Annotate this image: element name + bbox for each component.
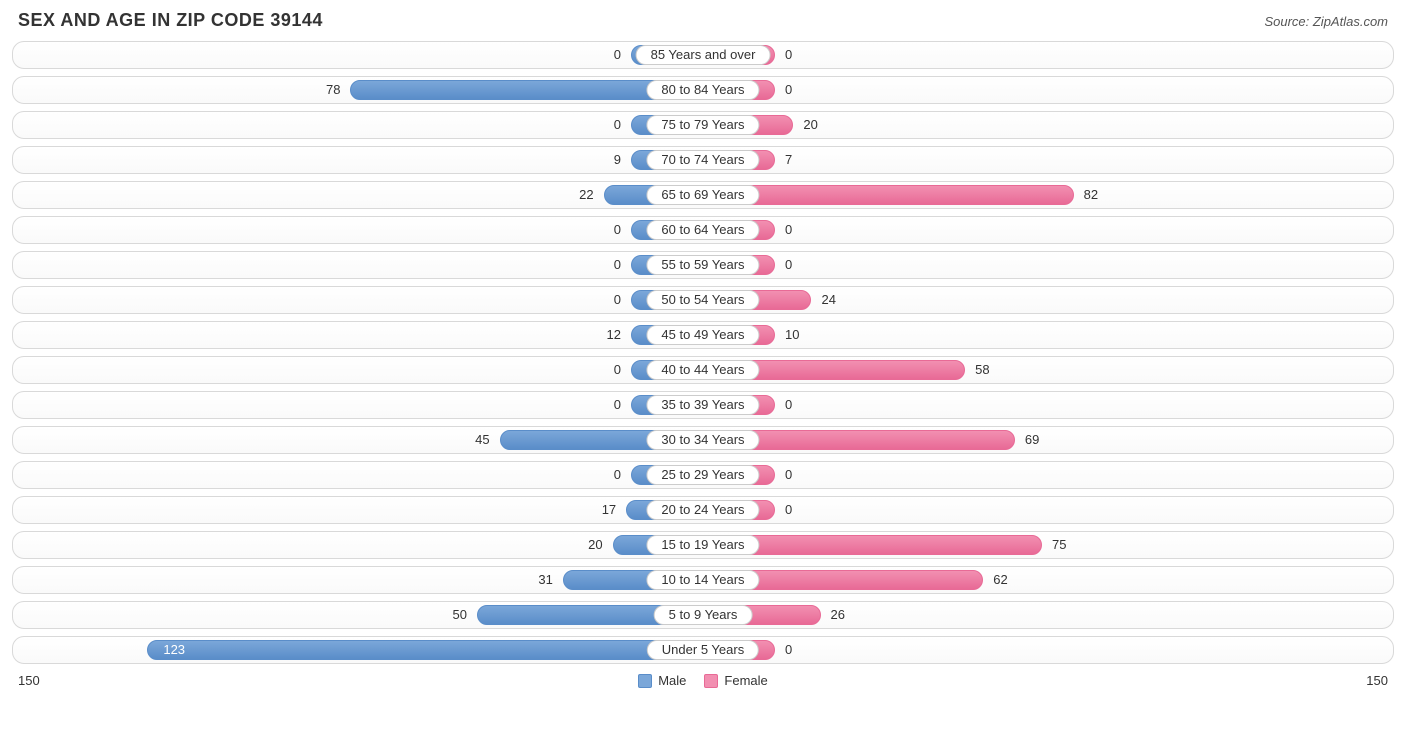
value-label-female: 62 <box>987 570 1013 590</box>
chart-row: 65 to 69 Years 22 82 <box>12 181 1394 209</box>
legend-item-male: Male <box>638 673 686 688</box>
category-label: 40 to 44 Years <box>646 360 759 380</box>
chart-row: 60 to 64 Years 0 0 <box>12 216 1394 244</box>
category-label: 5 to 9 Years <box>654 605 753 625</box>
category-label: 70 to 74 Years <box>646 150 759 170</box>
value-label-female: 0 <box>779 45 798 65</box>
value-label-male: 0 <box>608 290 627 310</box>
value-label-male: 50 <box>447 605 473 625</box>
chart-row: 85 Years and over 0 0 <box>12 41 1394 69</box>
value-label-male: 0 <box>608 360 627 380</box>
chart-row: 55 to 59 Years 0 0 <box>12 251 1394 279</box>
value-label-male: 0 <box>608 45 627 65</box>
value-label-female: 0 <box>779 500 798 520</box>
chart-header: SEX AND AGE IN ZIP CODE 39144 Source: Zi… <box>12 8 1394 41</box>
category-label: 15 to 19 Years <box>646 535 759 555</box>
legend-item-female: Female <box>704 673 767 688</box>
chart-row: 10 to 14 Years 31 62 <box>12 566 1394 594</box>
value-label-male: 31 <box>532 570 558 590</box>
value-label-female: 24 <box>815 290 841 310</box>
value-label-female: 82 <box>1078 185 1104 205</box>
category-label: 65 to 69 Years <box>646 185 759 205</box>
value-label-male: 0 <box>608 395 627 415</box>
category-label: 85 Years and over <box>636 45 771 65</box>
category-label: 30 to 34 Years <box>646 430 759 450</box>
category-label: 35 to 39 Years <box>646 395 759 415</box>
chart-row: 20 to 24 Years 17 0 <box>12 496 1394 524</box>
value-label-male: 78 <box>320 80 346 100</box>
value-label-male: 22 <box>573 185 599 205</box>
legend-swatch-male <box>638 674 652 688</box>
value-label-male: 123 <box>157 640 191 660</box>
category-label: 25 to 29 Years <box>646 465 759 485</box>
value-label-male: 9 <box>608 150 627 170</box>
value-label-male: 0 <box>608 220 627 240</box>
chart-row: 70 to 74 Years 9 7 <box>12 146 1394 174</box>
chart-row: 80 to 84 Years 78 0 <box>12 76 1394 104</box>
legend-label-male: Male <box>658 673 686 688</box>
value-label-female: 7 <box>779 150 798 170</box>
chart-legend: Male Female <box>638 673 768 688</box>
value-label-male: 45 <box>469 430 495 450</box>
value-label-male: 0 <box>608 255 627 275</box>
category-label: 50 to 54 Years <box>646 290 759 310</box>
value-label-female: 20 <box>797 115 823 135</box>
chart-title: SEX AND AGE IN ZIP CODE 39144 <box>18 10 323 31</box>
category-label: 55 to 59 Years <box>646 255 759 275</box>
value-label-female: 58 <box>969 360 995 380</box>
chart-footer: 150 Male Female 150 <box>12 671 1394 692</box>
category-label: 60 to 64 Years <box>646 220 759 240</box>
legend-label-female: Female <box>724 673 767 688</box>
axis-right-max: 150 <box>1366 673 1388 688</box>
value-label-male: 0 <box>608 115 627 135</box>
category-label: 80 to 84 Years <box>646 80 759 100</box>
category-label: 75 to 79 Years <box>646 115 759 135</box>
value-label-female: 26 <box>825 605 851 625</box>
category-label: 10 to 14 Years <box>646 570 759 590</box>
chart-row: 35 to 39 Years 0 0 <box>12 391 1394 419</box>
value-label-female: 0 <box>779 80 798 100</box>
chart-row: 50 to 54 Years 0 24 <box>12 286 1394 314</box>
legend-swatch-female <box>704 674 718 688</box>
bar-male <box>147 640 717 660</box>
axis-left-max: 150 <box>18 673 40 688</box>
category-label: Under 5 Years <box>647 640 759 660</box>
value-label-female: 0 <box>779 395 798 415</box>
population-pyramid-chart: 85 Years and over0080 to 84 Years78075 t… <box>12 41 1394 664</box>
chart-row: 75 to 79 Years 0 20 <box>12 111 1394 139</box>
value-label-female: 0 <box>779 220 798 240</box>
value-label-female: 75 <box>1046 535 1072 555</box>
value-label-female: 10 <box>779 325 805 345</box>
chart-row: 30 to 34 Years 45 69 <box>12 426 1394 454</box>
value-label-male: 12 <box>601 325 627 345</box>
value-label-female: 0 <box>779 255 798 275</box>
value-label-male: 17 <box>596 500 622 520</box>
chart-row: 5 to 9 Years 50 26 <box>12 601 1394 629</box>
chart-row: 25 to 29 Years 0 0 <box>12 461 1394 489</box>
category-label: 20 to 24 Years <box>646 500 759 520</box>
chart-row: 40 to 44 Years 0 58 <box>12 356 1394 384</box>
value-label-female: 0 <box>779 465 798 485</box>
value-label-female: 69 <box>1019 430 1045 450</box>
value-label-male: 20 <box>582 535 608 555</box>
value-label-female: 0 <box>779 640 798 660</box>
chart-row: 45 to 49 Years 12 10 <box>12 321 1394 349</box>
chart-source: Source: ZipAtlas.com <box>1264 14 1388 29</box>
category-label: 45 to 49 Years <box>646 325 759 345</box>
value-label-male: 0 <box>608 465 627 485</box>
chart-row: 15 to 19 Years 20 75 <box>12 531 1394 559</box>
chart-row: Under 5 Years 123 0 <box>12 636 1394 664</box>
